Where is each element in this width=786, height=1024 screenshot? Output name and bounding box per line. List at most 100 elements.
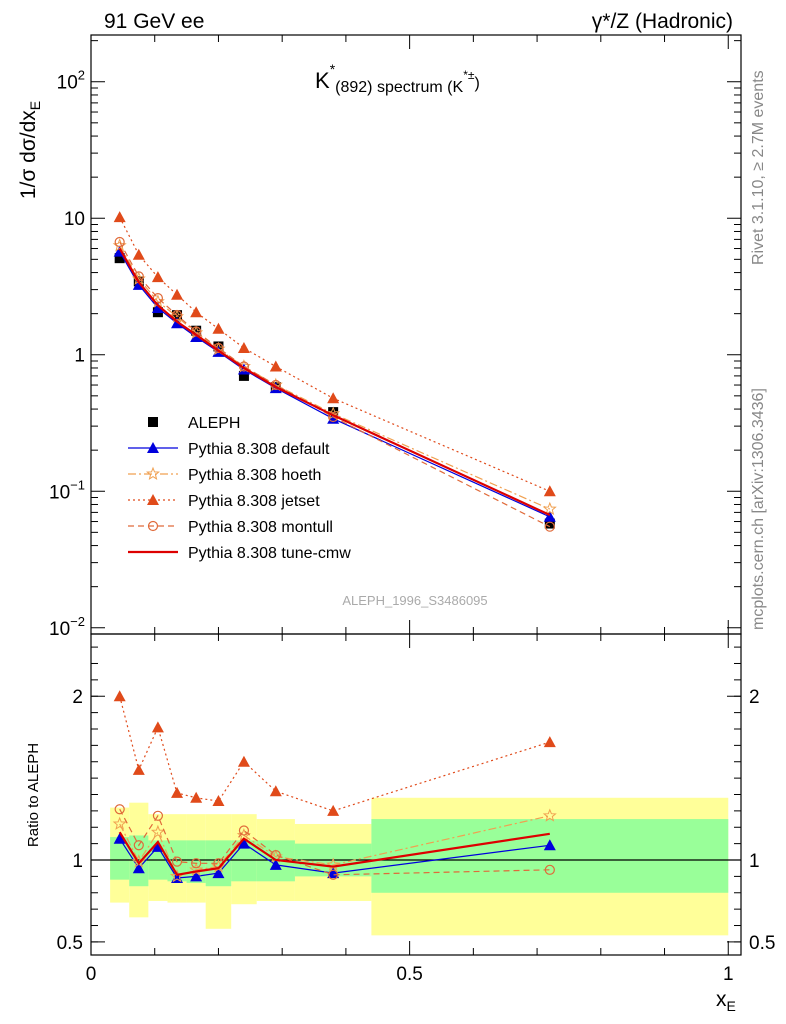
aleph-data-point (238, 370, 249, 381)
main-series-line-2 (119, 245, 551, 510)
ratio-series-point-3 (171, 856, 183, 867)
ratio-series-line-1 (119, 815, 550, 878)
title-sub: (892) spectrum (K (335, 79, 463, 96)
ratio-series-point-0 (132, 862, 145, 874)
ratio-series-point-2 (269, 785, 282, 797)
main-series-point-3 (212, 322, 225, 334)
main-series-point-3 (190, 306, 203, 318)
main-series-line-4 (119, 241, 551, 528)
main-series-point-3 (132, 248, 145, 260)
side-label-mcplots: mcplots.cern.ch [arXiv:1306.3436] (750, 388, 767, 630)
ratio-series-point-2 (171, 786, 184, 798)
ratio-series-point-3 (152, 810, 164, 821)
ratio-x-tick-label: 0.5 (396, 964, 422, 985)
ratio-y-tick-label-left: 2 (72, 687, 83, 708)
ratio-series-point-2 (190, 791, 203, 803)
main-y-tick-label: 10 (64, 209, 85, 230)
ratio-y-tick-label-left: 0.5 (57, 933, 83, 954)
main-y-tick-base: 10 (49, 619, 70, 640)
ratio-series-line-2 (119, 696, 550, 812)
main-y-axis-label-sub: E (27, 101, 43, 110)
title-sup: * (330, 61, 336, 77)
aleph-data-point (191, 325, 202, 336)
ratio-series-line-3 (119, 808, 550, 876)
ratio-series-point-0 (113, 832, 126, 844)
plot-title: K* (892) spectrum (K*±) (315, 61, 480, 96)
main-series-point-3 (269, 360, 282, 372)
main-series-line-1 (119, 251, 551, 518)
main-series-point-4 (171, 310, 183, 321)
title-close: ) (474, 75, 479, 92)
aleph-data-point (544, 518, 555, 529)
main-series-point-4 (114, 236, 125, 248)
ratio-series-point-3 (238, 825, 250, 836)
legend-label-0: ALEPH (188, 415, 240, 432)
legend-marker-1 (147, 442, 159, 453)
main-y-axis-label-main: 1/σ dσ/dx (17, 110, 40, 199)
ratio-stat-uncertainty-band (110, 837, 130, 880)
header-left-label: 91 GeV ee (104, 10, 204, 33)
main-series-line-5 (118, 247, 551, 516)
main-y-axis-label: 1/σ dσ/dxE (17, 101, 43, 199)
ratio-y-tick-label-right: 1 (749, 851, 760, 872)
ratio-y-tick-label-right: 2 (749, 687, 760, 708)
ratio-series-point-2 (151, 721, 164, 733)
legend-label-2: Pythia 8.308 hoeth (188, 467, 321, 484)
ratio-series-point-0 (269, 858, 282, 870)
main-y-tick-exp: −1 (70, 477, 85, 492)
ratio-panel: 0.5 0.51 12 20 0.5 1 (57, 633, 775, 985)
legend-marker-4 (147, 520, 159, 532)
main-y-tick-base: 10 (49, 482, 70, 503)
ratio-series-point-1 (542, 808, 557, 822)
main-series-point-1 (151, 302, 164, 314)
main-series-point-3 (113, 211, 126, 223)
legend-label-1: Pythia 8.308 default (188, 441, 330, 458)
main-series-point-3 (237, 342, 250, 354)
ratio-series-point-0 (543, 839, 556, 851)
ratio-series-point-0 (237, 837, 250, 849)
legend-label-3: Pythia 8.308 jetset (188, 493, 320, 510)
x-axis-label: xE (716, 988, 736, 1014)
ratio-series-point-2 (113, 690, 126, 702)
main-y-tick-base: 1 (74, 346, 85, 367)
ratio-stat-uncertainty-band (371, 819, 729, 893)
main-y-tick-exp: −2 (70, 614, 85, 629)
legend-label-5: Pythia 8.308 tune-cmw (188, 545, 351, 562)
ratio-series-point-0 (327, 867, 340, 879)
legend: ALEPH Pythia 8.308 default Pythia 8.308 ho… (128, 415, 351, 562)
ratio-series-line-4 (118, 831, 550, 877)
legend-marker-aleph (148, 417, 158, 427)
ratio-x-tick-label: 1 (723, 964, 734, 985)
main-y-tick-label: 10−2 (49, 614, 85, 640)
ratio-series-point-2 (212, 795, 225, 807)
main-series-point-1 (543, 510, 556, 522)
header-right-label: γ*/Z (Hadronic) (592, 10, 733, 33)
ratio-series-point-2 (327, 804, 340, 816)
ratio-series-point-1 (112, 816, 127, 830)
ratio-y-tick-label-left: 1 (72, 851, 83, 872)
ratio-y-tick-label-right: 0.5 (749, 933, 775, 954)
ratio-series-point-0 (212, 867, 225, 879)
ratio-series-line-0 (119, 838, 550, 879)
main-series-point-3 (171, 288, 184, 300)
main-series-point-3 (543, 485, 556, 497)
ratio-series-point-2 (237, 755, 250, 767)
x-axis-label-sub: E (727, 998, 736, 1014)
main-series-point-4 (238, 361, 250, 372)
main-series-point-3 (327, 392, 340, 404)
main-series-point-4 (544, 521, 555, 532)
main-y-tick-label: 102 (57, 68, 85, 94)
ratio-series-point-3 (191, 858, 202, 869)
ratio-series-point-3 (133, 840, 144, 851)
main-y-tick-base: 10 (57, 73, 78, 94)
legend-marker-2 (146, 466, 160, 481)
title-sup2: *± (463, 68, 475, 82)
ratio-series-point-2 (543, 736, 556, 748)
title-base: K (315, 68, 330, 93)
main-series-point-2 (542, 501, 557, 516)
main-y-tick-label: 1 (74, 346, 85, 367)
x-axis-label-main: x (716, 988, 727, 1011)
ratio-series-point-3 (114, 804, 125, 815)
